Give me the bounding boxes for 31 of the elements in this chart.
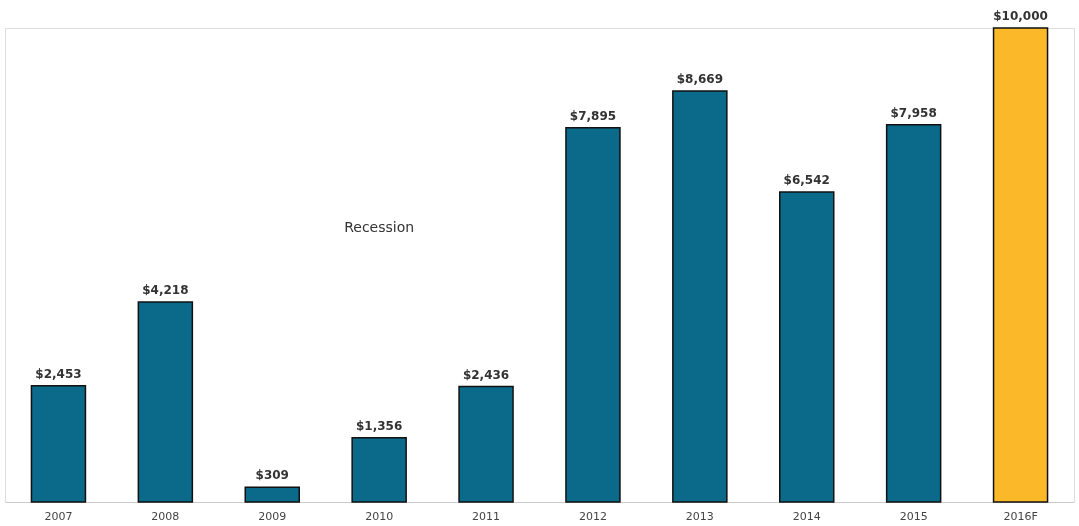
x-tick-label: 2013 <box>685 509 714 523</box>
x-tick-label: 2010 <box>365 509 394 523</box>
x-tick-label: 2008 <box>151 509 180 523</box>
data-label: $2,453 <box>35 366 82 381</box>
data-label: $2,436 <box>462 367 510 382</box>
data-label: $7,958 <box>890 105 937 120</box>
x-tick-label: 2011 <box>472 509 501 523</box>
data-label: $7,895 <box>569 108 617 123</box>
data-label: $8,669 <box>676 72 724 87</box>
x-tick-label: 2007 <box>44 509 73 523</box>
x-tick-label: 2015 <box>899 509 928 523</box>
data-label: $4,218 <box>142 283 189 298</box>
x-tick-label: 2012 <box>578 509 607 523</box>
x-tick-label: 2009 <box>258 509 287 523</box>
data-label: $10,000 <box>993 9 1048 23</box>
data-label: $6,542 <box>783 172 830 187</box>
data-label: $309 <box>255 468 289 483</box>
x-tick-label: 2014 <box>792 509 821 523</box>
x-tick-label: 2016F <box>1003 509 1038 523</box>
bar <box>779 191 835 503</box>
bar <box>992 27 1049 503</box>
bar <box>351 436 407 503</box>
data-label: $1,356 <box>355 418 403 433</box>
bar <box>137 301 194 503</box>
bar <box>30 384 87 503</box>
bar <box>244 486 300 503</box>
bar <box>565 127 621 503</box>
annotation: Recession <box>344 219 415 235</box>
bar <box>672 90 728 503</box>
bar <box>885 124 942 503</box>
bar <box>458 385 514 503</box>
